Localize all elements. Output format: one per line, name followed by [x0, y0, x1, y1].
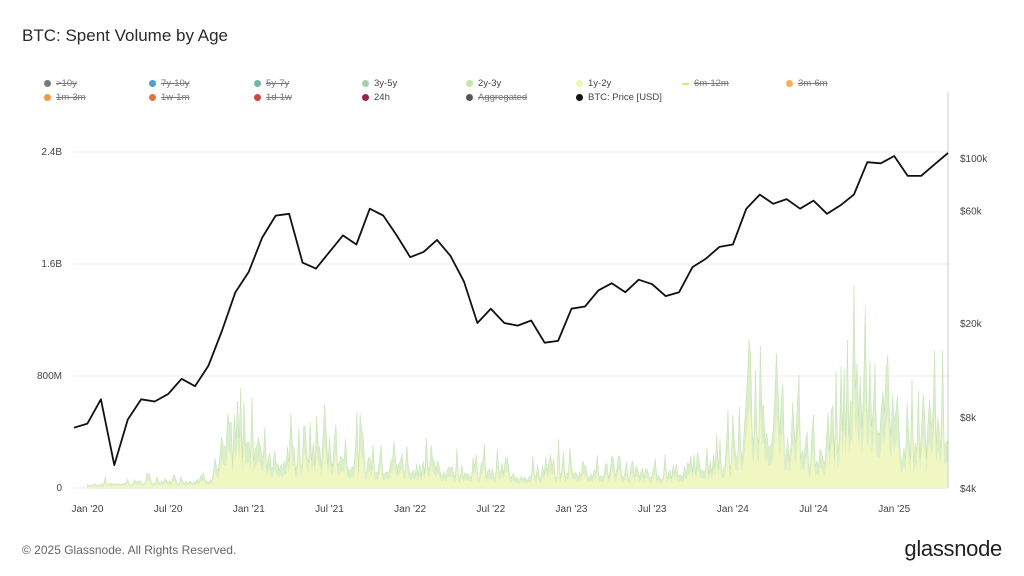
- legend-marker-icon: [44, 80, 51, 87]
- x-tick-label: Jan '23: [556, 504, 588, 515]
- x-tick-label: Jan '25: [878, 504, 910, 515]
- y-left-tick-label: 800M: [37, 371, 62, 382]
- y-right-tick-label: $20k: [960, 319, 983, 330]
- y-left-tick-label: 1.6B: [41, 259, 62, 270]
- legend-item-5y-7y[interactable]: 5y-7y: [254, 78, 289, 89]
- legend-marker-icon: [254, 80, 261, 87]
- y-left-tick-label: 2.4B: [41, 147, 62, 158]
- legend-marker-icon: [576, 80, 583, 87]
- legend-marker-icon: [149, 80, 156, 87]
- legend-item-1d-1w[interactable]: 1d-1w: [254, 92, 292, 103]
- legend-label: 1y-2y: [588, 78, 612, 89]
- volume-area-3y-5y: [87, 285, 948, 489]
- legend-marker-icon: [466, 94, 473, 101]
- legend-marker-icon: [576, 94, 583, 101]
- legend-item-24h[interactable]: 24h: [362, 92, 390, 103]
- legend-item-1m-3m[interactable]: 1m-3m: [44, 92, 86, 103]
- legend-item-1w-1m[interactable]: 1w-1m: [149, 92, 190, 103]
- legend-label: 7y-10y: [161, 78, 190, 89]
- legend-marker-icon: [786, 80, 793, 87]
- legend-label: 1w-1m: [161, 92, 190, 103]
- legend-label: 6m-12m: [694, 78, 729, 89]
- legend-label: 1m-3m: [56, 92, 86, 103]
- legend-marker-icon: [362, 94, 369, 101]
- legend-item-1y-2y[interactable]: 1y-2y: [576, 78, 611, 89]
- legend-label: 2y-3y: [478, 78, 502, 89]
- legend-item-2y-3y[interactable]: 2y-3y: [466, 78, 501, 89]
- x-tick-label: Jul '20: [154, 504, 183, 515]
- legend-marker-icon: [254, 94, 261, 101]
- legend-label: >10y: [56, 78, 77, 89]
- legend-label: 1d-1w: [266, 92, 292, 103]
- legend-item-3m-6m[interactable]: 3m-6m: [786, 78, 828, 89]
- volume-area-1y-2y: [87, 376, 948, 488]
- legend-item-aggregated[interactable]: Aggregated: [466, 92, 527, 103]
- legend-item-btc-price-usd-[interactable]: BTC: Price [USD]: [576, 92, 662, 103]
- chart-title: BTC: Spent Volume by Age: [22, 26, 229, 45]
- legend-marker-icon: [362, 80, 369, 87]
- y-right-tick-label: $4k: [960, 484, 977, 495]
- x-tick-label: Jul '24: [799, 504, 828, 515]
- copyright-text: © 2025 Glassnode. All Rights Reserved.: [22, 543, 237, 557]
- legend-item-6m-12m[interactable]: 6m-12m: [682, 78, 729, 89]
- x-tick-label: Jan '21: [233, 504, 265, 515]
- x-tick-label: Jan '20: [71, 504, 103, 515]
- legend-item-7y-10y[interactable]: 7y-10y: [149, 78, 190, 89]
- x-tick-label: Jan '22: [394, 504, 426, 515]
- x-tick-label: Jan '24: [717, 504, 749, 515]
- legend-item-3y-5y[interactable]: 3y-5y: [362, 78, 397, 89]
- legend-item--10y[interactable]: >10y: [44, 78, 77, 89]
- x-tick-label: Jul '21: [315, 504, 344, 515]
- y-right-tick-label: $8k: [960, 413, 977, 424]
- legend-label: Aggregated: [478, 92, 528, 103]
- legend-marker-icon: [44, 94, 51, 101]
- price-line: [73, 152, 949, 466]
- legend-label: 3m-6m: [798, 78, 828, 89]
- y-left-tick-label: 0: [56, 483, 62, 494]
- legend-label: 3y-5y: [374, 78, 398, 89]
- legend-marker-icon: [682, 82, 689, 85]
- legend-marker-icon: [149, 94, 156, 101]
- x-tick-label: Jul '22: [477, 504, 506, 515]
- y-right-tick-label: $60k: [960, 206, 983, 217]
- y-right-tick-label: $100k: [960, 154, 988, 165]
- x-tick-label: Jul '23: [638, 504, 667, 515]
- legend-label: 24h: [374, 92, 390, 103]
- legend-label: 5y-7y: [266, 78, 290, 89]
- brand-logo: glassnode: [904, 536, 1002, 561]
- legend-label: BTC: Price [USD]: [588, 92, 662, 103]
- legend-marker-icon: [466, 80, 473, 87]
